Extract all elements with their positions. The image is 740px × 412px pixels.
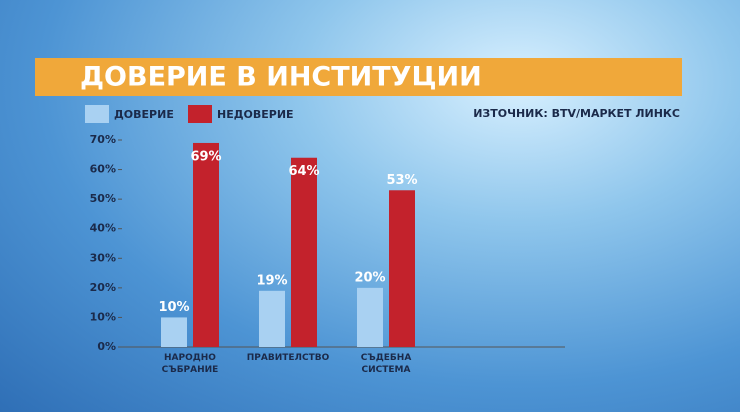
bar (357, 287, 383, 347)
legend-swatch (85, 105, 109, 123)
legend-swatch (188, 105, 212, 123)
y-tick-label: 60% (90, 163, 116, 176)
value-label: 53% (386, 173, 417, 188)
x-tick-label: СЪДЕБНА СИСТЕМА (360, 353, 412, 375)
y-tick-label: 30% (90, 251, 116, 264)
value-label: 10% (158, 300, 189, 315)
x-tick-label: НАРОДНО СЪБРАНИЕ (161, 353, 219, 375)
bar (389, 190, 415, 347)
y-tick-label: 20% (90, 281, 116, 294)
bar (291, 157, 317, 347)
value-label: 20% (354, 270, 385, 285)
y-tick-label: 50% (90, 192, 116, 205)
y-tick-label: 70% (90, 133, 116, 146)
legend-label: ДОВЕРИЕ (114, 108, 174, 121)
source: ИЗТОЧНИК: BTV/МАРКЕТ ЛИНКС (473, 107, 680, 120)
y-tick-label: 10% (90, 310, 116, 323)
title-banner (35, 58, 682, 96)
y-tick-label: 0% (97, 340, 116, 353)
bar (161, 317, 187, 347)
y-tick-label: 40% (90, 222, 116, 235)
legend-label: НЕДОВЕРИЕ (217, 108, 294, 121)
bar (193, 142, 219, 347)
chart-title: ДОВЕРИЕ В ИНСТИТУЦИИ (80, 62, 482, 93)
value-label: 69% (190, 149, 221, 164)
value-label: 64% (288, 164, 319, 179)
x-tick-label: ПРАВИТЕЛСТВО (246, 353, 330, 363)
value-label: 19% (256, 273, 287, 288)
bar (259, 290, 285, 347)
